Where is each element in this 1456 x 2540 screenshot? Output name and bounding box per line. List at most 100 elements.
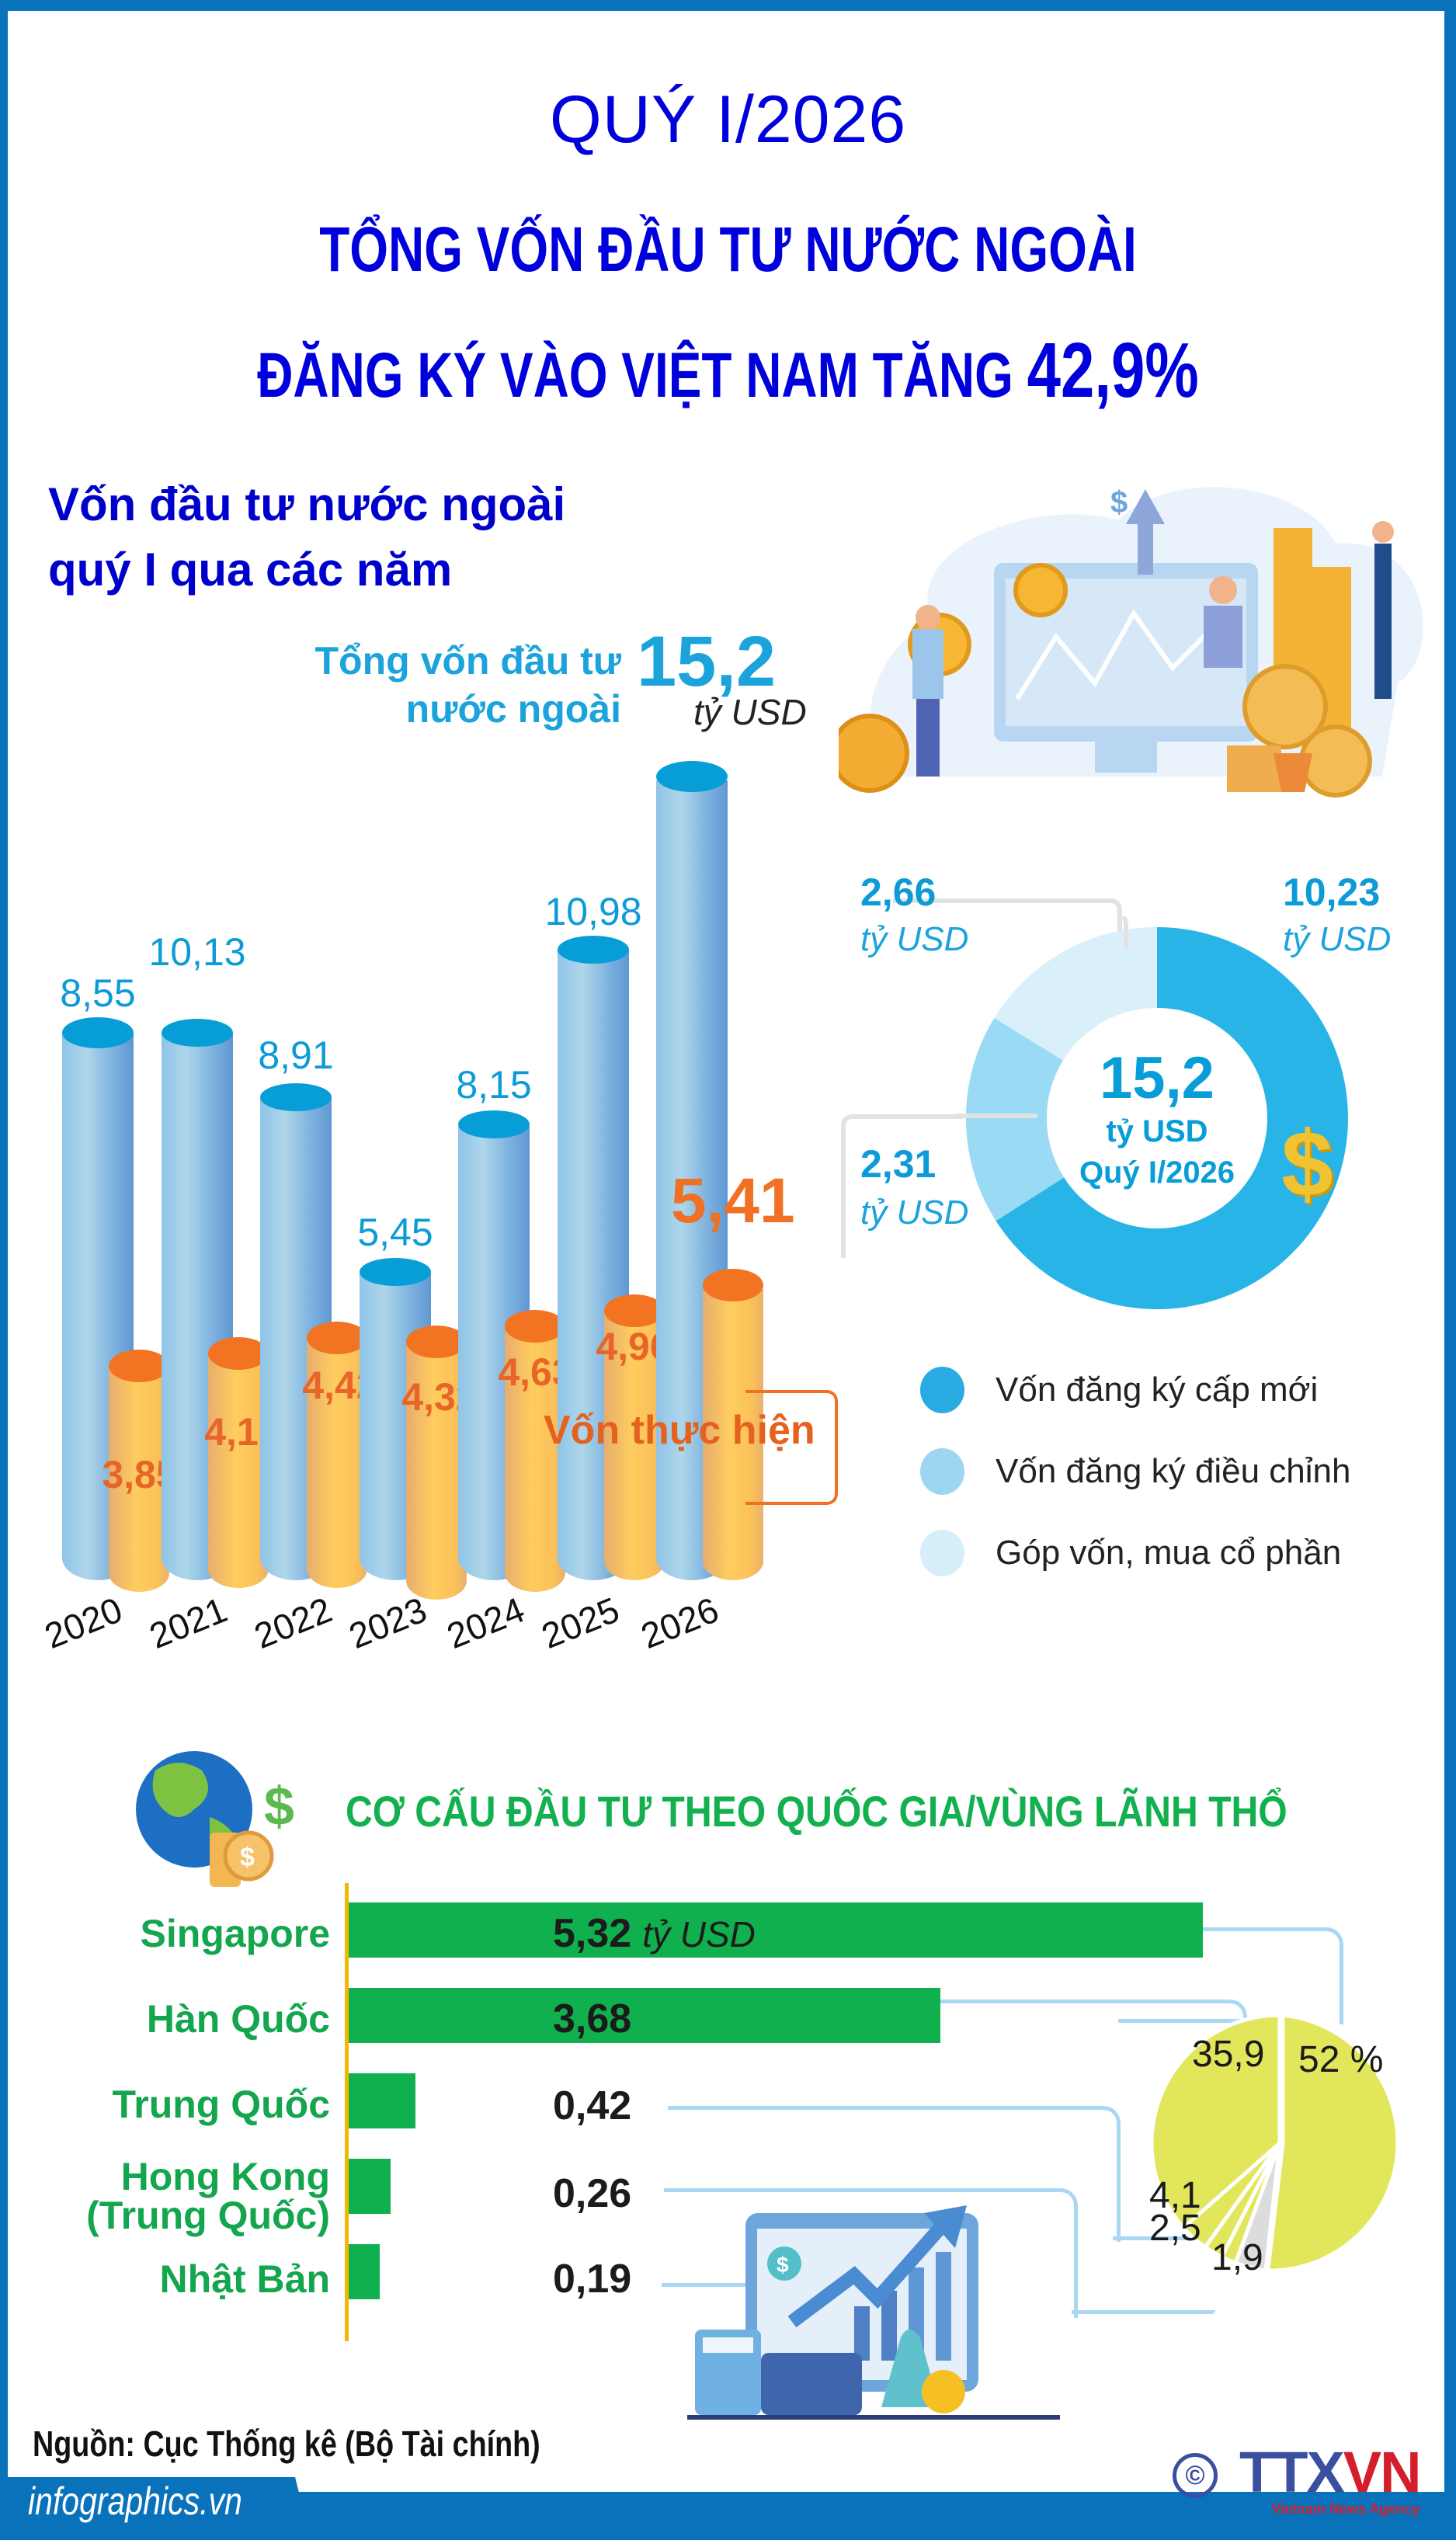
connector-korea [940, 2000, 1247, 2023]
footer-tab [0, 2477, 311, 2540]
pie-label-singapore: 52 % [1298, 2039, 1384, 2080]
headline-growth-value: 42,9% [1027, 327, 1199, 414]
bar-cap-realized-2023 [406, 1326, 467, 1358]
connector-hongkong-b [1072, 2310, 1215, 2314]
label-total-2020: 8,55 [60, 971, 136, 1015]
section-title-yearly: Vốn đầu tư nước ngoài quý I qua các năm [48, 472, 565, 603]
country-label-hongkong-line2: (Trung Quốc) [86, 2194, 330, 2237]
bar-cap-realized-2024 [505, 1310, 565, 1343]
svg-text:$: $ [777, 2253, 789, 2277]
total-label-line1: Tổng vốn đầu tư [314, 639, 621, 683]
realized-bracket [745, 1390, 838, 1505]
connector-hongkong [664, 2188, 1078, 2318]
investment-illustration: $ [839, 485, 1423, 797]
value-singapore: 5,32 tỷ USD [553, 1910, 756, 1957]
section-title-line2: quý I qua các năm [48, 544, 453, 596]
segment-new-registration [996, 927, 1348, 1309]
donut-label-contrib-value: 2,66 [860, 870, 936, 914]
country-label-hongkong-line1: Hong Kong [120, 2155, 330, 2198]
value-china: 0,42 [553, 2083, 632, 2128]
slice-korea [1149, 2013, 1282, 2231]
slice-other [1233, 2142, 1282, 2273]
bar-hongkong [349, 2159, 391, 2214]
bar-cap-total-2021 [162, 1019, 233, 1047]
bar-realized-2022 [307, 1339, 367, 1588]
capital-donut-chart [955, 916, 1348, 1309]
country-label-korea: Hàn Quốc [146, 1997, 330, 2041]
legend-item-adjusted: Vốn đăng ký điều chỉnh [920, 1448, 1350, 1495]
donut-label-new-value: 10,23 [1283, 870, 1381, 914]
donut-center: 15,2 tỷ USD Quý I/2026 [955, 916, 1359, 1320]
label-realized-2021: 4,1 [204, 1410, 259, 1454]
globe-coins-icon: $ $ [136, 1751, 294, 1887]
ttxvn-logo: © TTXVN Vietnam News Agency [1173, 2444, 1422, 2517]
logo-subtitle: Vietnam News Agency [1271, 2501, 1420, 2517]
bar-axis [345, 1883, 349, 2341]
label-total-2025: 10,98 [544, 890, 642, 933]
headline-line2: ĐĂNG KÝ VÀO VIỆT NAM TĂNG 42,9% [160, 326, 1296, 415]
svg-text:$: $ [240, 1843, 255, 1872]
bar-cap-realized-2020 [109, 1350, 169, 1382]
dollar-icon: $ [1281, 1112, 1333, 1216]
svg-text:$: $ [264, 1776, 294, 1836]
donut-label-contrib-unit: tỷ USD [860, 920, 969, 958]
pie-label-japan: 1,9 [1211, 2237, 1263, 2278]
bar-cap-realized-2026 [703, 1269, 763, 1301]
value-korea: 3,68 [553, 1996, 632, 2041]
legend-item-contrib: Góp vốn, mua cổ phần [920, 1530, 1341, 1576]
country-share-pie [1149, 2013, 1400, 2273]
bar-singapore [349, 1902, 1203, 1958]
connector-china [668, 2106, 1121, 2242]
headline-prefix: ĐĂNG KÝ VÀO VIỆT NAM TĂNG [257, 340, 1013, 411]
label-total-2024: 8,15 [456, 1063, 532, 1107]
bar-realized-2020 [109, 1367, 169, 1592]
total-label: Tổng vốn đầu tư nước ngoài [295, 637, 621, 733]
bar-cap-total-2020 [62, 1017, 134, 1048]
bar-realized-2024 [505, 1328, 565, 1592]
svg-text:$: $ [1110, 485, 1128, 519]
country-label-singapore: Singapore [140, 1912, 330, 1955]
bar-cap-realized-2021 [208, 1337, 269, 1370]
pie-label-china: 4,1 [1149, 2175, 1201, 2216]
bar-cap-total-2026 [656, 761, 728, 792]
bar-china [349, 2073, 415, 2128]
label-total-2023: 5,45 [357, 1211, 433, 1254]
bar-realized-2025 [604, 1312, 665, 1580]
legend-dot-contrib [920, 1530, 964, 1576]
logo-text-a: TTX [1239, 2440, 1345, 2504]
pie-label-korea: 35,9 [1192, 2034, 1265, 2075]
country-label-japan: Nhật Bản [159, 2257, 330, 2301]
site-link[interactable]: infographics.vn [28, 2479, 242, 2523]
total-label-line2: nước ngoài [405, 687, 621, 731]
value-singapore-number: 5,32 [553, 1911, 632, 1956]
label-realized-2026: 5,41 [671, 1166, 795, 1236]
donut-center-unit: tỷ USD [1106, 1114, 1208, 1148]
bar-cap-total-2023 [360, 1258, 431, 1286]
logo-wordmark: TTXVN [1239, 2444, 1422, 2501]
legend-label-new: Vốn đăng ký cấp mới [996, 1371, 1319, 1409]
bar-cap-total-2024 [458, 1110, 530, 1138]
legend-dot-new [920, 1367, 964, 1413]
value-unit: tỷ USD [642, 1914, 756, 1955]
total-value: 15,2 [637, 622, 777, 701]
leader-line-adjusted [841, 1114, 963, 1258]
legend-label-contrib: Góp vốn, mua cổ phần [996, 1534, 1342, 1572]
logo-text-b: VN [1343, 2440, 1422, 2504]
total-unit: tỷ USD [693, 692, 807, 732]
section-title-line1: Vốn đầu tư nước ngoài [48, 478, 566, 530]
bar-cap-total-2022 [260, 1083, 332, 1111]
donut-center-period: Quý I/2026 [1079, 1155, 1235, 1190]
donut-label-new-unit: tỷ USD [1283, 920, 1392, 958]
donut-label-adjusted-value: 2,31 [860, 1142, 936, 1186]
bar-cap-realized-2025 [604, 1294, 665, 1327]
legend-dot-adjusted [920, 1448, 964, 1495]
segment-capital-contribution [994, 927, 1157, 1061]
pie-label-hongkong: 2,5 [1149, 2208, 1201, 2249]
value-japan: 0,19 [553, 2257, 632, 2302]
legend-label-adjusted: Vốn đăng ký điều chỉnh [996, 1452, 1351, 1490]
realized-label: Vốn thực hiện [544, 1408, 815, 1453]
bar-cap-realized-2022 [307, 1322, 367, 1354]
donut-label-adjusted-unit: tỷ USD [860, 1194, 969, 1232]
bar-japan [349, 2244, 380, 2299]
country-label-hongkong: Hong Kong (Trung Quốc) [86, 2157, 330, 2235]
